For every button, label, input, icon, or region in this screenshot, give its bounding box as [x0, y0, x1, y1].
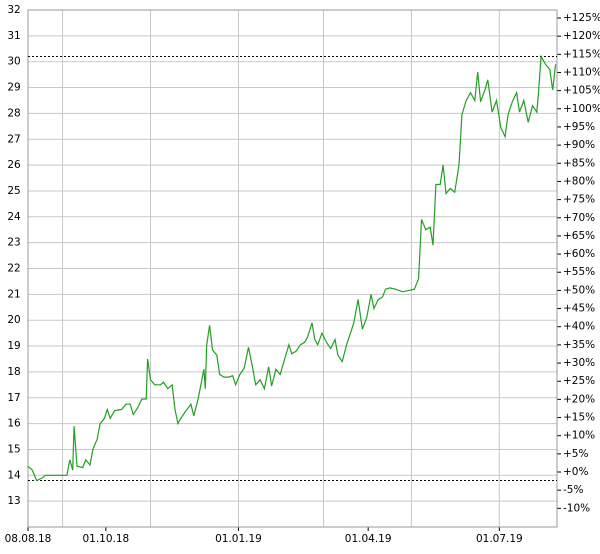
x-tick-label: 01.07.19 — [476, 533, 523, 545]
y-tick-label: 22 — [7, 263, 20, 275]
x-tick-label: 01.04.19 — [345, 533, 392, 545]
y-tick-label: 15 — [7, 443, 20, 455]
y2-tick-label: +50% — [563, 284, 595, 296]
y2-tick-label: +125% — [563, 12, 600, 24]
y2-tick-label: +5% — [563, 448, 588, 460]
y-tick-label: 31 — [7, 30, 20, 42]
x-tick-label: 01.10.18 — [82, 533, 129, 545]
y-tick-label: 19 — [7, 340, 20, 352]
y2-tick-label: +110% — [563, 66, 600, 78]
x-tick-label: 08.08.18 — [5, 533, 52, 545]
y-tick-label: 24 — [7, 211, 21, 223]
y2-tick-label: +70% — [563, 212, 595, 224]
y-tick-label: 13 — [7, 495, 20, 507]
y-tick-label: 25 — [7, 185, 20, 197]
y2-tick-label: +30% — [563, 357, 595, 369]
y2-tick-label: +75% — [563, 194, 595, 206]
y2-tick-label: +25% — [563, 375, 595, 387]
y2-tick-label: -5% — [563, 484, 583, 496]
y2-tick-label: +105% — [563, 85, 600, 97]
y2-tick-label: +85% — [563, 157, 595, 169]
y-tick-label: 29 — [7, 82, 20, 94]
y-tick-label: 18 — [7, 366, 20, 378]
y-tick-label: 30 — [7, 56, 20, 68]
y-tick-label: 21 — [7, 288, 20, 300]
y-tick-label: 23 — [7, 237, 20, 249]
y-tick-label: 16 — [7, 418, 21, 430]
price-line — [27, 54, 557, 482]
y-tick-label: 26 — [7, 159, 21, 171]
plot-frame — [27, 9, 558, 528]
y2-tick-label: +15% — [563, 412, 595, 424]
y2-tick-label: +115% — [563, 48, 600, 60]
y-tick-label: 32 — [7, 4, 20, 16]
y2-tick-label: +40% — [563, 321, 595, 333]
y-tick-label: 14 — [7, 469, 21, 481]
y2-tick-label: +90% — [563, 139, 595, 151]
y2-tick-label: +120% — [563, 30, 600, 42]
y2-tick-label: +20% — [563, 393, 595, 405]
y2-tick-label: +95% — [563, 121, 595, 133]
y2-tick-label: +45% — [563, 303, 595, 315]
y-tick-label: 20 — [7, 314, 20, 326]
y2-tick-label: +10% — [563, 430, 595, 442]
y2-tick-label: +55% — [563, 266, 595, 278]
y2-tick-label: +35% — [563, 339, 595, 351]
y2-tick-label: +0% — [563, 466, 588, 478]
y-tick-label: 17 — [7, 392, 20, 404]
y2-tick-label: +80% — [563, 175, 595, 187]
y-tick-label: 27 — [7, 133, 20, 145]
y2-tick-label: +65% — [563, 230, 595, 242]
y2-tick-label: +100% — [563, 103, 600, 115]
y2-tick-label: -10% — [563, 502, 590, 514]
y-tick-label: 28 — [7, 107, 20, 119]
x-tick-label: 01.01.19 — [215, 533, 262, 545]
y2-tick-label: +60% — [563, 248, 595, 260]
